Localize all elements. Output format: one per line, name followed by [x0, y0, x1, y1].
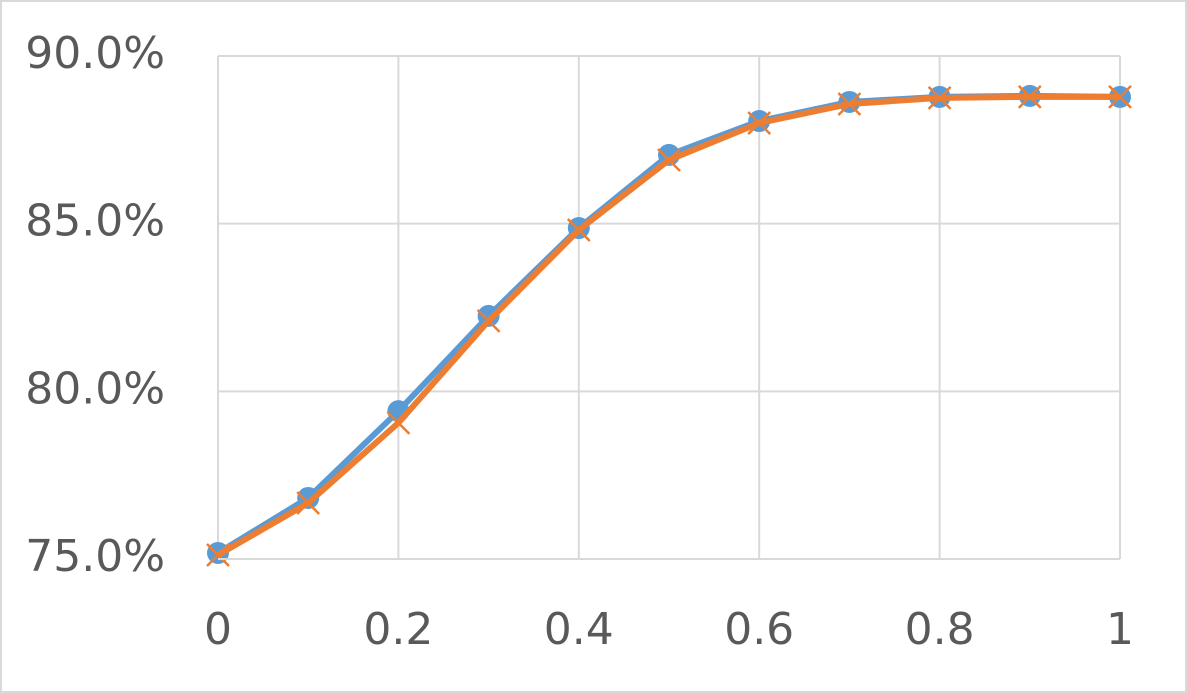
marker [206, 543, 230, 567]
marker [1017, 85, 1042, 109]
x-tick-label: 0.4 [544, 604, 614, 655]
marker [477, 304, 500, 327]
x-tick-label: 0.6 [724, 604, 794, 655]
marker [476, 309, 501, 333]
y-tick-label: 85.0% [25, 196, 165, 247]
y-tick-label: 80.0% [25, 363, 165, 414]
marker [927, 86, 952, 110]
y-tick-label: 90.0% [25, 28, 165, 79]
y-tick-label: 75.0% [25, 531, 165, 582]
x-tick-label: 0.2 [363, 604, 433, 655]
marker [747, 111, 772, 135]
x-tick-label: 0.8 [905, 604, 975, 655]
x-tick-label: 1 [1106, 604, 1134, 655]
x-tick-label: 0 [204, 604, 232, 655]
marker [657, 148, 681, 172]
marker [296, 491, 321, 515]
marker [837, 92, 862, 116]
marker [1108, 85, 1132, 109]
marker [566, 218, 591, 242]
marker [386, 410, 411, 435]
